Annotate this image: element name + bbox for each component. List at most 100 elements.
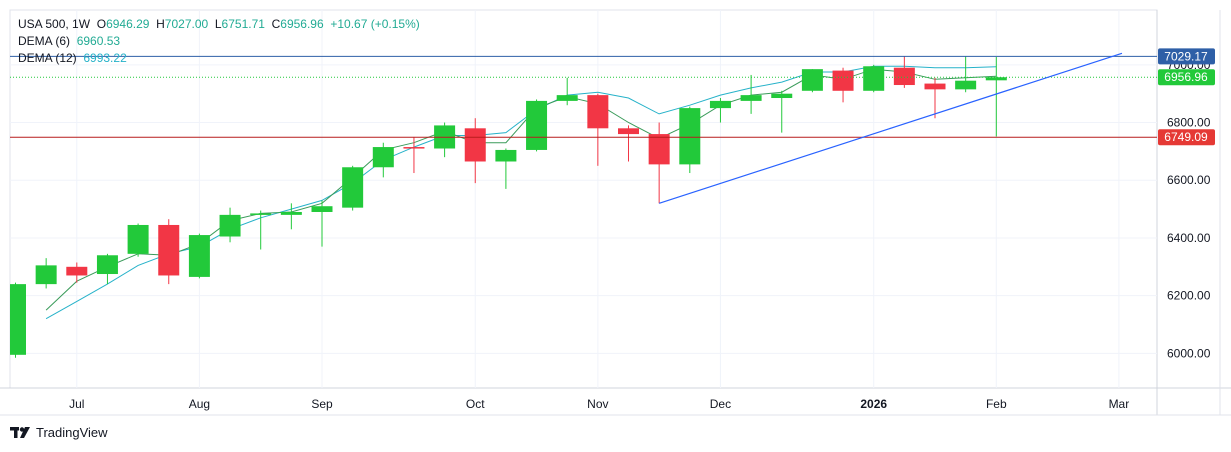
price-tag: 7029.17	[1158, 48, 1215, 65]
candle	[188, 233, 210, 279]
low-value: 6751.71	[221, 17, 265, 31]
candle	[924, 77, 946, 119]
candle-body	[96, 255, 118, 275]
dema12-legend[interactable]: DEMA (12) 6993.22	[18, 50, 420, 67]
candle	[66, 262, 88, 283]
candle-body	[10, 284, 26, 355]
candle-body	[955, 80, 977, 90]
candle	[709, 98, 731, 123]
candle	[495, 148, 517, 189]
candles	[10, 56, 1007, 358]
price-tag: 6956.96	[1158, 69, 1215, 86]
candle	[863, 64, 885, 93]
candle-body	[188, 235, 210, 277]
indicator-lines	[45, 65, 997, 320]
dema6-line	[45, 68, 997, 311]
dema6-label: DEMA (6)	[18, 34, 71, 48]
candle	[893, 56, 915, 88]
x-tick-label: Jul	[69, 397, 84, 411]
candle	[403, 136, 425, 174]
tradingview-brand[interactable]: TradingView	[10, 425, 108, 440]
trendline	[658, 52, 1123, 204]
price-tag-bg	[1158, 129, 1215, 146]
overlays	[10, 52, 1157, 204]
candle	[464, 118, 486, 184]
dema6-legend[interactable]: DEMA (6) 6960.53	[18, 33, 420, 50]
candle	[985, 57, 1007, 137]
y-tick-label: 6000.00	[1167, 346, 1211, 360]
price-tag: 6749.09	[1158, 129, 1215, 146]
candle-body	[311, 206, 333, 212]
candle	[35, 258, 57, 289]
candle-body	[985, 77, 1007, 81]
candle-body	[127, 224, 149, 254]
dema12-value: 6993.22	[83, 51, 127, 65]
candle-body	[495, 149, 517, 162]
candle-body	[801, 69, 823, 91]
candle-body	[556, 95, 578, 101]
x-tick-label: Sep	[311, 397, 333, 411]
high-value: 7027.00	[164, 17, 209, 31]
candle-body	[342, 167, 364, 208]
price-tag-bg	[1158, 48, 1215, 65]
candle-body	[66, 266, 88, 276]
x-tick-label: Dec	[710, 397, 731, 411]
candle	[219, 207, 241, 243]
candle-body	[35, 265, 57, 285]
candle-body	[618, 128, 639, 135]
price-tag-label: 6749.09	[1164, 130, 1208, 144]
y-tick-label: 6800.00	[1167, 116, 1211, 130]
interval-label: 1W	[72, 17, 91, 31]
candle-body	[587, 95, 609, 129]
candle	[618, 125, 639, 162]
open-value: 6946.29	[106, 17, 150, 31]
candle-body	[740, 95, 762, 101]
brand-label: TradingView	[36, 425, 108, 440]
candle	[587, 93, 609, 166]
candle	[679, 106, 701, 174]
candle-body	[250, 213, 272, 215]
dema12-line	[45, 65, 997, 320]
price-tag-label: 6956.96	[1164, 70, 1208, 84]
candle	[740, 74, 762, 114]
x-tick-label: Feb	[986, 397, 1007, 411]
ohlc-row: USA 500, 1W O6946.29 H7027.00 L6751.71 C…	[18, 17, 420, 31]
change-value: +10.67 (+0.15%)	[330, 17, 420, 31]
candle-body	[771, 93, 793, 99]
candle	[801, 69, 823, 93]
candle-body	[679, 108, 701, 165]
close-value: 6956.96	[280, 17, 324, 31]
candle	[832, 67, 854, 103]
candle	[955, 56, 977, 93]
candle-body	[832, 70, 854, 91]
candle-body	[219, 214, 241, 237]
candle-body	[709, 100, 731, 109]
candle-body	[924, 83, 946, 90]
candle-body	[464, 128, 486, 162]
candle	[648, 122, 670, 204]
symbol-label: USA 500	[18, 17, 66, 31]
candle-body	[526, 100, 548, 150]
candle	[372, 142, 394, 178]
candle	[250, 210, 272, 250]
candle-body	[280, 211, 302, 215]
x-tick-label: Oct	[466, 397, 485, 411]
candle	[342, 165, 364, 211]
dema12-label: DEMA (12)	[18, 51, 77, 65]
price-tag-bg	[1158, 69, 1215, 86]
x-tick-label: Mar	[1109, 397, 1130, 411]
axes: 6000.006200.006400.006600.006800.007000.…	[69, 48, 1215, 411]
grid	[0, 9, 1231, 416]
candle-body	[863, 66, 885, 91]
candle	[556, 77, 578, 106]
y-tick-label: 6600.00	[1167, 173, 1211, 187]
y-tick-label: 6200.00	[1167, 289, 1211, 303]
candle-body	[403, 147, 425, 149]
dema6-value: 6960.53	[76, 34, 121, 48]
candle	[127, 223, 149, 257]
candle	[158, 219, 180, 285]
candle	[96, 253, 118, 285]
candle	[311, 200, 333, 247]
candle	[280, 203, 302, 230]
